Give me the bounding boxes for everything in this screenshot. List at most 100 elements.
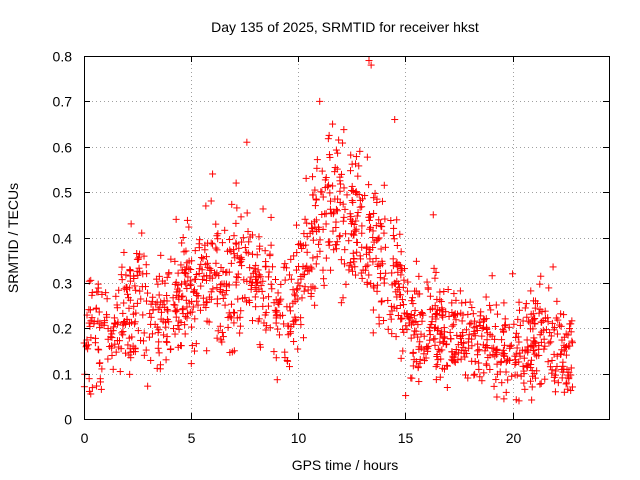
data-point xyxy=(566,320,574,328)
data-point xyxy=(530,343,538,351)
data-point xyxy=(362,262,370,270)
data-point xyxy=(237,307,245,315)
data-point xyxy=(346,210,354,218)
data-point xyxy=(469,310,477,318)
data-point xyxy=(336,180,344,188)
data-point xyxy=(154,329,162,337)
data-point xyxy=(400,309,408,317)
data-point xyxy=(189,303,197,311)
data-point xyxy=(226,236,234,244)
data-point xyxy=(568,337,576,345)
data-point xyxy=(361,192,369,200)
data-point xyxy=(184,273,192,281)
data-point xyxy=(102,289,110,297)
data-point xyxy=(203,298,211,306)
data-point xyxy=(294,345,302,353)
data-point xyxy=(390,224,398,232)
data-point xyxy=(564,385,572,393)
data-point xyxy=(272,319,280,327)
data-point xyxy=(560,333,568,341)
data-point xyxy=(180,268,188,276)
data-point xyxy=(312,195,320,203)
data-point xyxy=(171,330,179,338)
y-tick-label: 0.8 xyxy=(53,49,73,65)
data-point xyxy=(130,272,138,280)
data-point xyxy=(126,266,134,274)
data-point xyxy=(433,295,441,303)
data-point xyxy=(369,227,377,235)
data-point xyxy=(319,193,327,201)
data-point xyxy=(88,384,96,392)
data-point xyxy=(230,246,238,254)
data-point xyxy=(392,288,400,296)
data-point xyxy=(553,362,561,370)
data-point xyxy=(249,269,257,277)
data-point xyxy=(492,376,500,384)
data-point xyxy=(521,385,529,393)
data-point xyxy=(501,315,509,323)
data-point xyxy=(454,341,462,349)
data-point xyxy=(232,240,240,248)
data-point xyxy=(103,295,111,303)
data-point xyxy=(264,273,272,281)
data-point xyxy=(405,315,413,323)
data-point xyxy=(198,254,206,262)
data-point xyxy=(536,380,544,388)
data-point xyxy=(452,296,460,304)
data-point xyxy=(374,281,382,289)
chart-title: Day 135 of 2025, SRMTID for receiver hks… xyxy=(211,19,479,35)
data-point xyxy=(347,151,355,159)
data-point xyxy=(536,331,544,339)
data-point xyxy=(262,309,270,317)
data-point xyxy=(246,233,254,241)
data-point xyxy=(97,385,105,393)
data-point xyxy=(247,282,255,290)
data-point xyxy=(349,231,357,239)
data-point xyxy=(369,244,377,252)
data-point xyxy=(143,297,151,305)
data-point xyxy=(95,308,103,316)
data-point xyxy=(183,314,191,322)
data-point xyxy=(478,324,486,332)
data-point xyxy=(545,339,553,347)
data-point xyxy=(330,246,338,254)
data-point xyxy=(120,318,128,326)
data-point xyxy=(276,312,284,320)
data-point xyxy=(107,327,115,335)
data-point xyxy=(307,263,315,271)
data-point xyxy=(169,294,177,302)
data-point xyxy=(339,200,347,208)
y-tick-label: 0.6 xyxy=(53,140,73,156)
data-point xyxy=(87,334,95,342)
y-tick-label: 0.7 xyxy=(53,94,73,110)
data-point xyxy=(365,57,373,65)
data-point xyxy=(206,274,214,282)
data-point xyxy=(561,344,569,352)
data-point xyxy=(366,255,374,263)
data-point xyxy=(93,288,101,296)
data-point xyxy=(290,252,298,260)
x-tick-label: 0 xyxy=(81,430,89,446)
data-point xyxy=(202,202,210,210)
data-point xyxy=(431,310,439,318)
data-point xyxy=(516,321,524,329)
data-point xyxy=(339,139,347,147)
data-point xyxy=(486,301,494,309)
data-point xyxy=(531,374,539,382)
data-point xyxy=(246,264,254,272)
x-tick-label: 5 xyxy=(188,430,196,446)
data-point xyxy=(228,200,236,208)
data-point xyxy=(269,263,277,271)
data-point xyxy=(218,239,226,247)
data-point xyxy=(515,338,523,346)
data-point xyxy=(565,375,573,383)
data-point xyxy=(103,313,111,321)
data-point xyxy=(321,176,329,184)
data-point xyxy=(343,191,351,199)
data-point xyxy=(90,318,98,326)
data-point xyxy=(428,304,436,312)
data-point xyxy=(245,296,253,304)
data-point xyxy=(245,238,253,246)
data-point xyxy=(461,353,469,361)
data-point xyxy=(199,294,207,302)
